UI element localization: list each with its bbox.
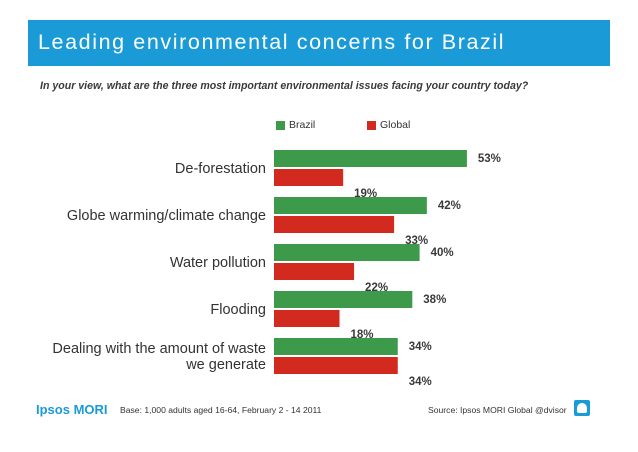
value-label-brazil: 40%: [431, 247, 454, 259]
category-label: we generate: [185, 357, 266, 373]
question-subtitle: In your view, what are the three most im…: [40, 80, 529, 92]
legend-brazil: Brazil: [276, 118, 315, 132]
value-label-global: 34%: [409, 376, 432, 388]
bar-global: [274, 216, 395, 233]
bar-brazil: [274, 244, 420, 261]
bar-brazil: [274, 150, 467, 167]
bar-brazil: [274, 291, 413, 308]
bar-global: [274, 310, 340, 327]
value-label-brazil: 53%: [478, 153, 501, 165]
value-label-brazil: 34%: [409, 341, 432, 353]
ipsos-badge-icon: [574, 400, 590, 416]
category-label: Water pollution: [170, 255, 266, 271]
bar-brazil: [274, 197, 427, 214]
category-label: Dealing with the amount of waste: [52, 341, 266, 357]
value-label-brazil: 38%: [423, 294, 446, 306]
category-label: Globe warming/climate change: [67, 208, 266, 224]
legend-label-global: Global: [380, 119, 411, 131]
value-label-brazil: 42%: [438, 200, 461, 212]
bar-global: [274, 357, 398, 374]
title-banner: Leading environmental concerns for Brazi…: [28, 20, 610, 66]
legend-swatch-brazil: [276, 120, 285, 130]
legend-global: Global: [367, 118, 410, 132]
base-note: Base: 1,000 adults aged 16-64, February …: [120, 405, 322, 415]
ipsos-mori-logo: Ipsos MORI: [36, 402, 108, 417]
legend-swatch-global: [367, 120, 376, 130]
bar-brazil: [274, 338, 398, 355]
bar-global: [274, 263, 355, 280]
category-label: Flooding: [210, 302, 266, 318]
legend-label-brazil: Brazil: [289, 119, 316, 131]
category-label: De-forestation: [175, 161, 266, 177]
source-note: Source: Ipsos MORI Global @dvisor: [428, 405, 567, 415]
page-title: Leading environmental concerns for Brazi…: [38, 30, 506, 54]
bar-global: [274, 169, 344, 186]
ipsos-badge-mark: [577, 403, 587, 413]
